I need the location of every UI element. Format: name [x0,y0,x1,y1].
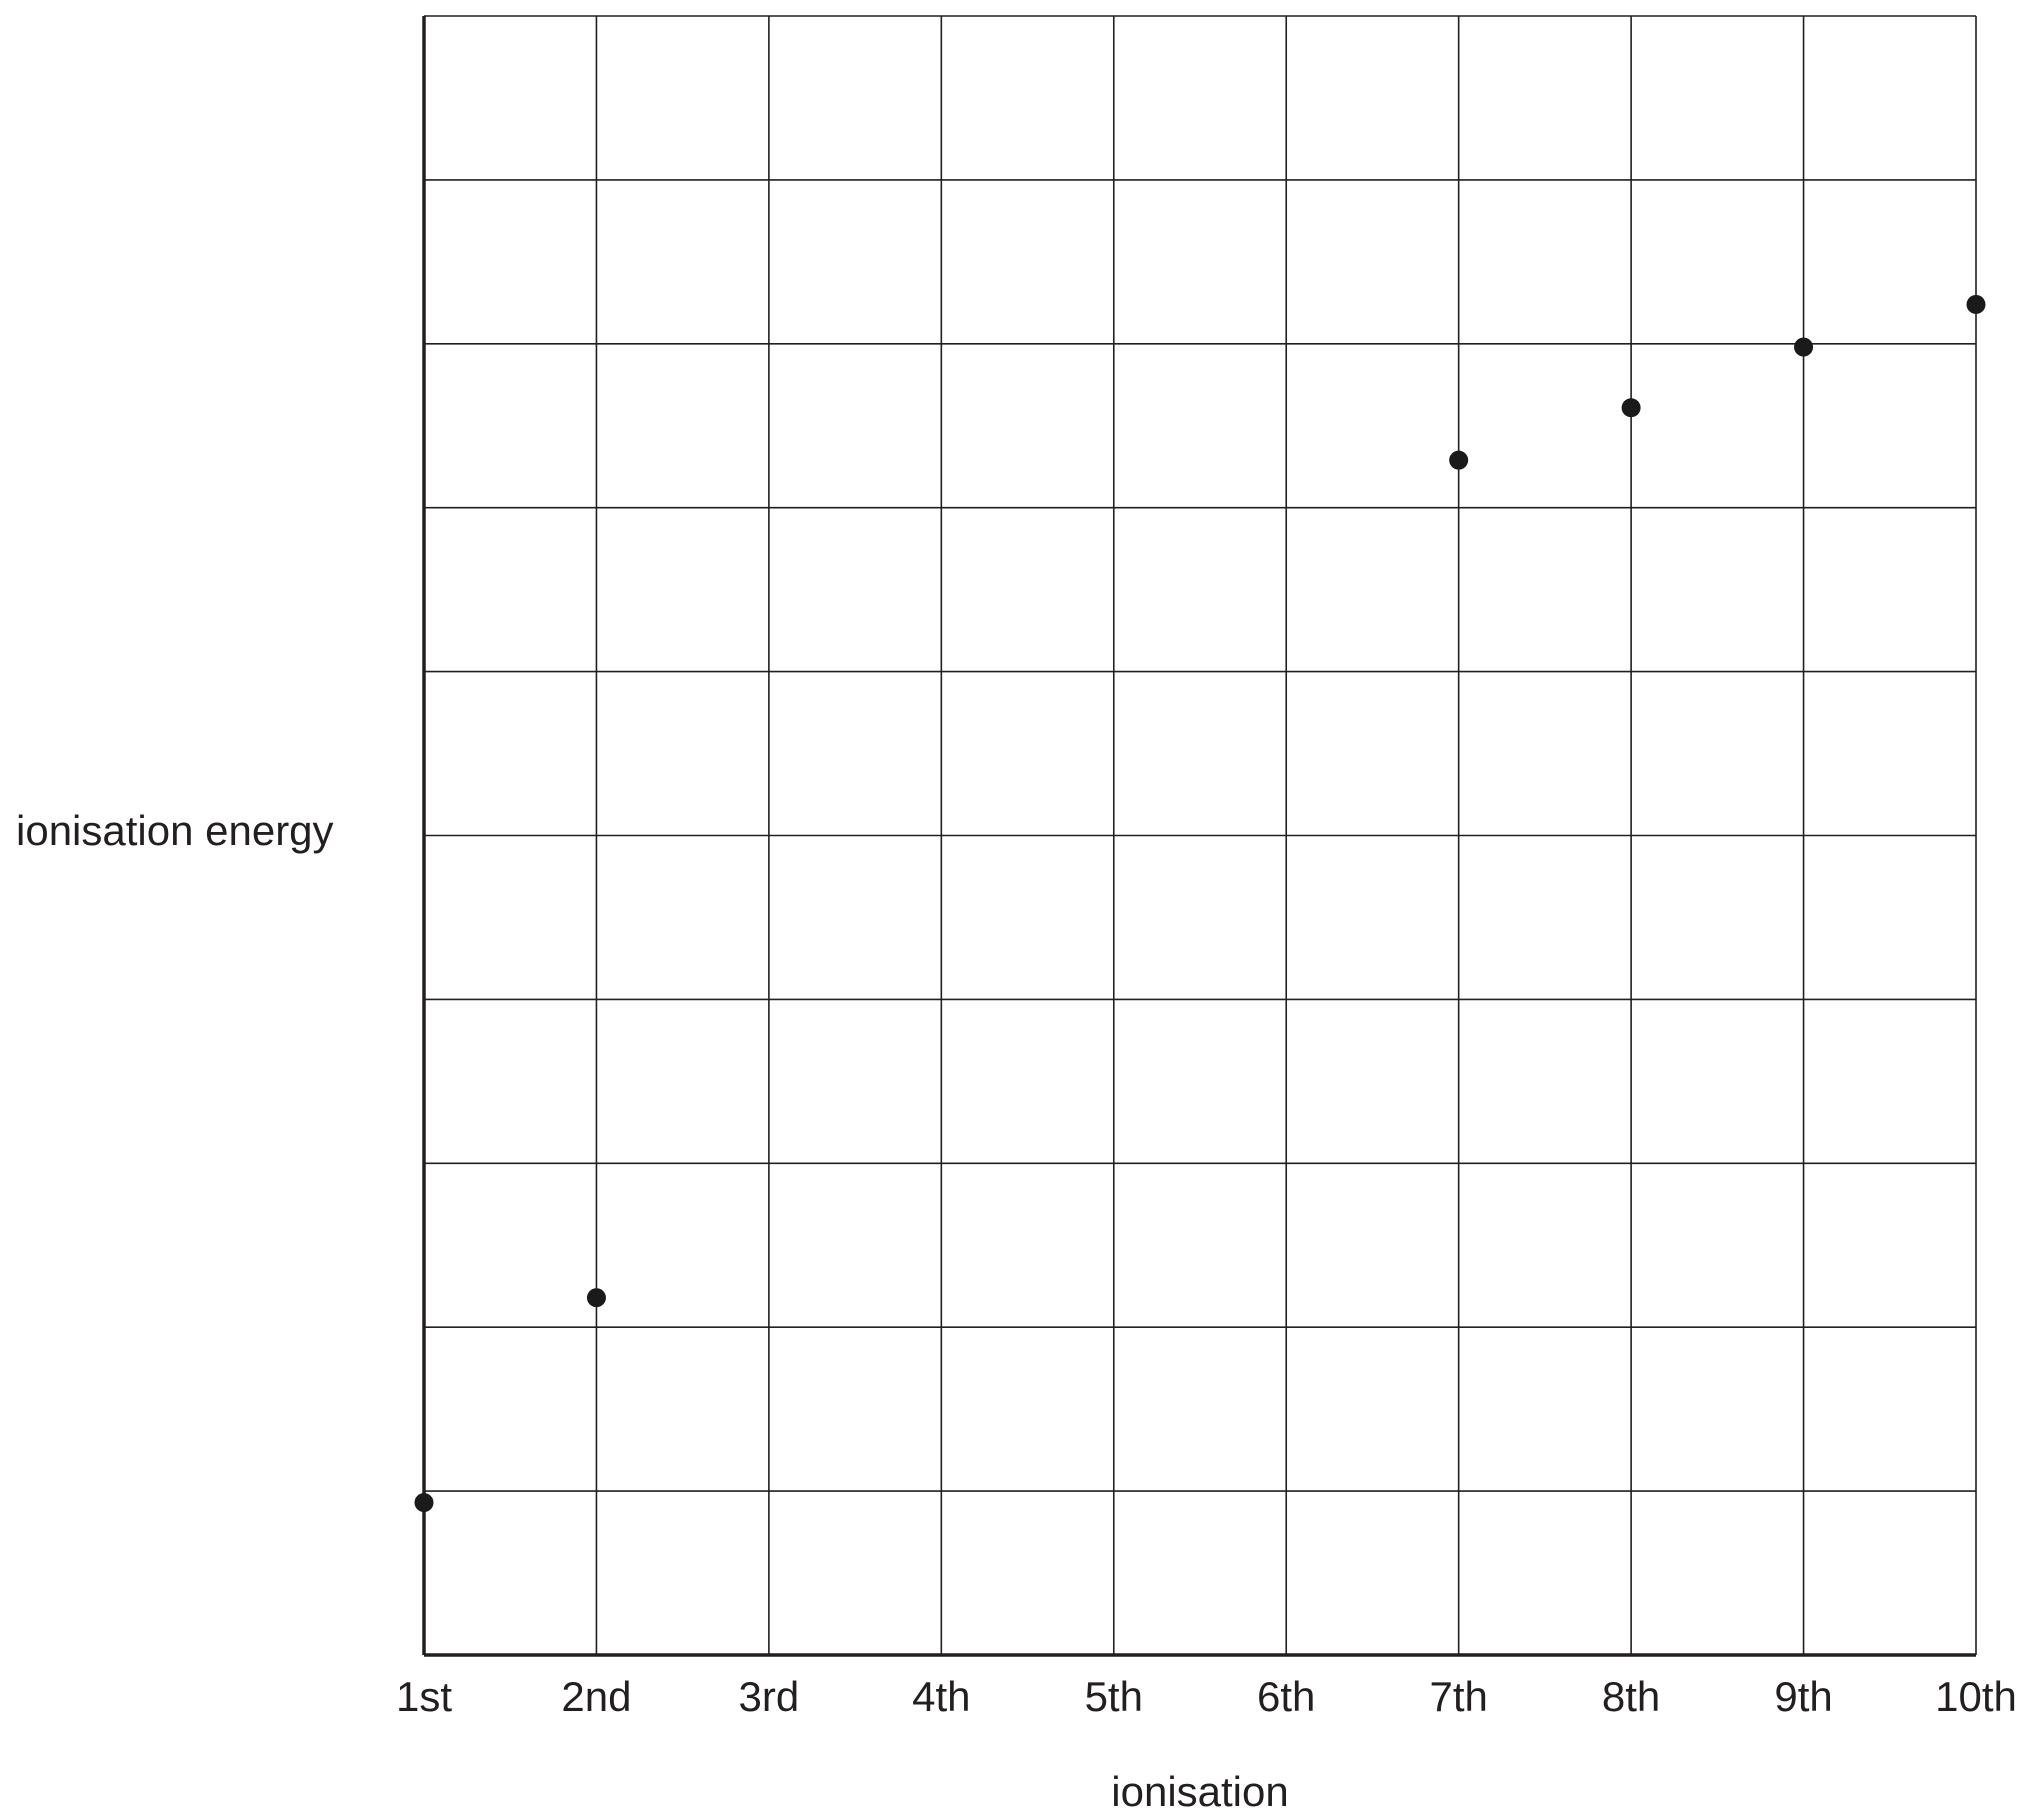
x-axis-label: ionisation [1111,1768,1288,1815]
data-point [1794,337,1814,357]
x-tick-label: 7th [1429,1673,1487,1720]
x-tick-label: 10th [1935,1673,2017,1720]
x-tick-label: 5th [1085,1673,1143,1720]
x-tick-label: 6th [1257,1673,1315,1720]
x-tick-label: 2nd [561,1673,631,1720]
data-point [1621,398,1641,418]
data-point [586,1288,606,1308]
data-point [1449,450,1469,470]
data-point [1966,294,1986,314]
x-tick-label: 4th [912,1673,970,1720]
x-tick-label: 8th [1602,1673,1660,1720]
x-tick-label: 1st [396,1673,452,1720]
data-point [414,1493,434,1513]
x-tick-label: 3rd [739,1673,800,1720]
y-axis-label: ionisation energy [16,807,334,854]
x-tick-label: 9th [1774,1673,1832,1720]
